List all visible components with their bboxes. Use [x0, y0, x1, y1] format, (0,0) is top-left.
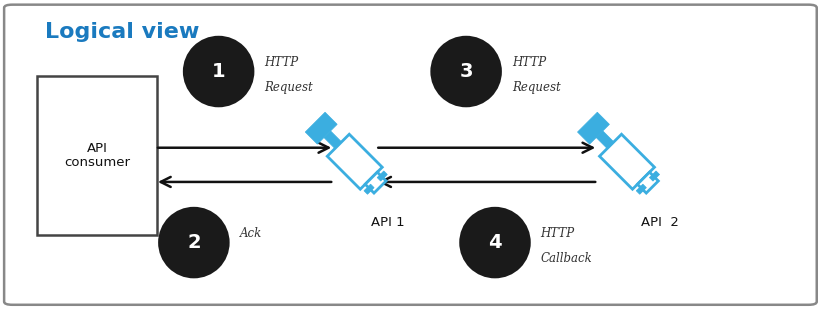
- Text: HTTP: HTTP: [540, 227, 575, 240]
- Text: Ack: Ack: [239, 227, 262, 240]
- Text: API 1: API 1: [371, 216, 404, 229]
- Polygon shape: [649, 171, 659, 181]
- Text: 1: 1: [212, 62, 225, 81]
- Ellipse shape: [460, 207, 530, 278]
- Polygon shape: [638, 172, 658, 193]
- Text: API
consumer: API consumer: [64, 142, 130, 169]
- Polygon shape: [328, 134, 382, 189]
- Polygon shape: [365, 172, 386, 193]
- Text: HTTP: HTTP: [264, 56, 299, 69]
- Polygon shape: [596, 131, 614, 149]
- FancyBboxPatch shape: [37, 76, 157, 235]
- Polygon shape: [324, 131, 342, 149]
- Text: Callback: Callback: [540, 252, 592, 265]
- Text: 4: 4: [488, 233, 502, 252]
- Polygon shape: [600, 134, 654, 189]
- Ellipse shape: [158, 207, 229, 278]
- Text: HTTP: HTTP: [512, 56, 546, 69]
- Text: Request: Request: [512, 81, 560, 94]
- Text: Request: Request: [264, 81, 313, 94]
- Text: 2: 2: [187, 233, 200, 252]
- Ellipse shape: [431, 36, 502, 107]
- Polygon shape: [578, 112, 610, 144]
- Text: 3: 3: [460, 62, 473, 81]
- Polygon shape: [305, 112, 337, 144]
- Text: API  2: API 2: [641, 216, 679, 229]
- Polygon shape: [377, 171, 387, 181]
- Polygon shape: [364, 184, 374, 194]
- FancyBboxPatch shape: [4, 5, 817, 305]
- Ellipse shape: [183, 36, 254, 107]
- Polygon shape: [636, 184, 646, 194]
- Text: Logical view: Logical view: [45, 22, 200, 42]
